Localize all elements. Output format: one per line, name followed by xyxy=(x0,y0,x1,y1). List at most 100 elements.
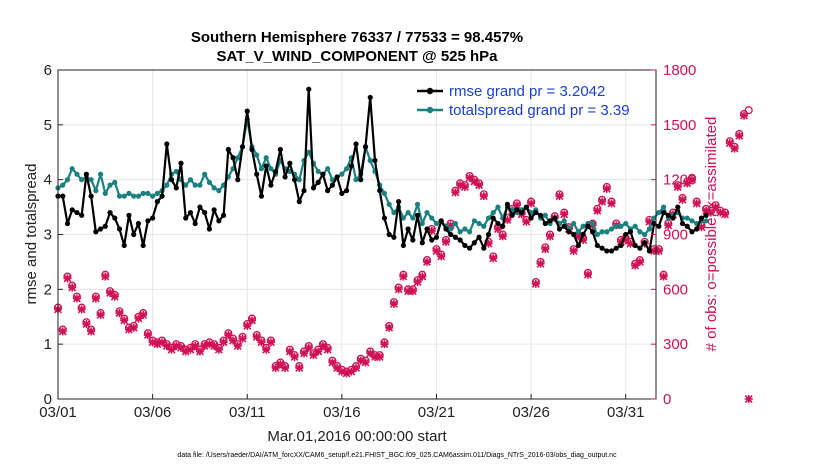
rmse-point xyxy=(490,215,496,221)
rmse-point xyxy=(372,157,378,164)
rmse-point xyxy=(150,215,156,221)
rmse-point xyxy=(533,209,539,216)
obs-assimilated-point xyxy=(654,246,663,255)
totalspread-point xyxy=(263,155,269,161)
rmse-point xyxy=(220,212,227,218)
rmse-point xyxy=(637,245,643,251)
totalspread-point xyxy=(462,226,468,232)
rmse-point xyxy=(495,220,501,227)
obs-assimilated-point xyxy=(63,274,72,283)
y-right-tick-label: 600 xyxy=(663,281,688,298)
rmse-point xyxy=(514,207,520,213)
totalspread-point xyxy=(495,204,501,210)
totalspread-point xyxy=(97,171,104,177)
obs-assimilated-point xyxy=(408,287,417,296)
rmse-point xyxy=(642,240,648,246)
obs-assimilated-point xyxy=(489,254,498,263)
totalspread-point xyxy=(485,215,492,221)
rmse-point xyxy=(64,220,71,227)
totalspread-point xyxy=(202,171,208,177)
totalspread-point xyxy=(315,168,321,175)
totalspread-point xyxy=(69,166,75,172)
rmse-point xyxy=(287,160,293,166)
rmse-series xyxy=(55,86,709,254)
rmse-point xyxy=(481,245,487,251)
obs-assimilated-point xyxy=(82,320,91,329)
totalspread-point xyxy=(367,157,373,164)
legend: rmse grand pr = 3.2042 totalspread grand… xyxy=(417,83,630,119)
y-tick-label: 5 xyxy=(44,117,52,134)
rmse-point xyxy=(400,242,406,249)
rmse-point xyxy=(131,231,137,238)
rmse-point xyxy=(457,237,463,243)
obs-assimilated-point xyxy=(314,347,323,356)
obs-assimilated-point xyxy=(744,395,753,403)
obs-assimilated-point xyxy=(304,343,313,352)
totalspread-point xyxy=(613,223,619,229)
rmse-point xyxy=(660,209,667,216)
plot-area xyxy=(53,69,753,403)
totalspread-point xyxy=(79,177,85,183)
obs-assimilated-point xyxy=(659,272,668,281)
obs-assimilated-point xyxy=(58,327,67,336)
totalspread-point xyxy=(88,177,94,183)
obs-assimilated-point xyxy=(214,345,223,354)
obs-assimilated-point xyxy=(352,363,361,372)
obs-assimilated-point xyxy=(531,279,540,288)
totalspread-point xyxy=(452,220,459,227)
rmse-point xyxy=(386,231,392,238)
totalspread-point xyxy=(400,215,406,221)
obs-assimilated-point xyxy=(673,182,682,191)
obs-assimilated-point xyxy=(385,323,394,332)
obs-assimilated-point xyxy=(101,272,110,281)
totalspread-point xyxy=(187,177,194,183)
totalspread-point xyxy=(211,185,217,191)
totalspread-point xyxy=(476,220,482,227)
rmse-point xyxy=(296,199,302,205)
y-tick-label: 2 xyxy=(44,281,52,298)
obs-assimilated-point xyxy=(281,363,290,372)
obs-assimilated-point xyxy=(664,221,673,230)
obs-assimilated-point xyxy=(692,199,701,208)
obs-assimilated-point xyxy=(721,210,730,219)
left-y-axis: 0 1 2 3 4 5 6 xyxy=(44,62,63,408)
obs-assimilated-point xyxy=(143,331,152,340)
obs-assimilated-point xyxy=(162,341,171,350)
rmse-point xyxy=(273,168,279,175)
rmse-point xyxy=(689,229,695,235)
rmse-point xyxy=(291,177,298,183)
rmse-point xyxy=(509,212,515,218)
x-tick-label: 03/06 xyxy=(134,404,172,421)
rmse-point xyxy=(419,240,425,246)
totalspread-point xyxy=(646,226,652,232)
obs-assimilated-point xyxy=(238,334,247,343)
obs-assimilated-point xyxy=(432,246,441,255)
obs-assimilated-point xyxy=(106,288,115,297)
totalspread-point xyxy=(561,218,567,224)
legend-rmse-marker xyxy=(426,87,434,95)
rmse-point xyxy=(608,248,615,254)
totalspread-point xyxy=(135,193,142,199)
rmse-point xyxy=(93,229,99,235)
rmse-point xyxy=(334,174,340,180)
obs-assimilated-point xyxy=(687,175,696,184)
rmse-point xyxy=(471,240,477,246)
rmse-point xyxy=(519,209,525,216)
obs-assimilated-point xyxy=(96,310,105,319)
rmse-point xyxy=(656,223,662,229)
obs-assimilated-point xyxy=(479,192,488,201)
totalspread-point xyxy=(405,209,411,216)
rmse-point xyxy=(197,204,203,210)
obs-assimilated-point xyxy=(110,292,119,301)
totalspread-point xyxy=(164,182,170,188)
x-axis-label: Mar.01,2016 00:00:00 start xyxy=(267,428,447,445)
rmse-point xyxy=(590,229,596,235)
totalspread-point xyxy=(542,212,548,218)
obs-assimilated-point xyxy=(418,272,427,281)
rmse-point xyxy=(391,234,397,240)
rmse-point xyxy=(353,141,359,147)
x-tick-label: 03/31 xyxy=(607,404,645,421)
totalspread-point xyxy=(254,152,260,158)
x-tick-label: 03/16 xyxy=(323,404,361,421)
obs-assimilated-point xyxy=(285,347,294,356)
